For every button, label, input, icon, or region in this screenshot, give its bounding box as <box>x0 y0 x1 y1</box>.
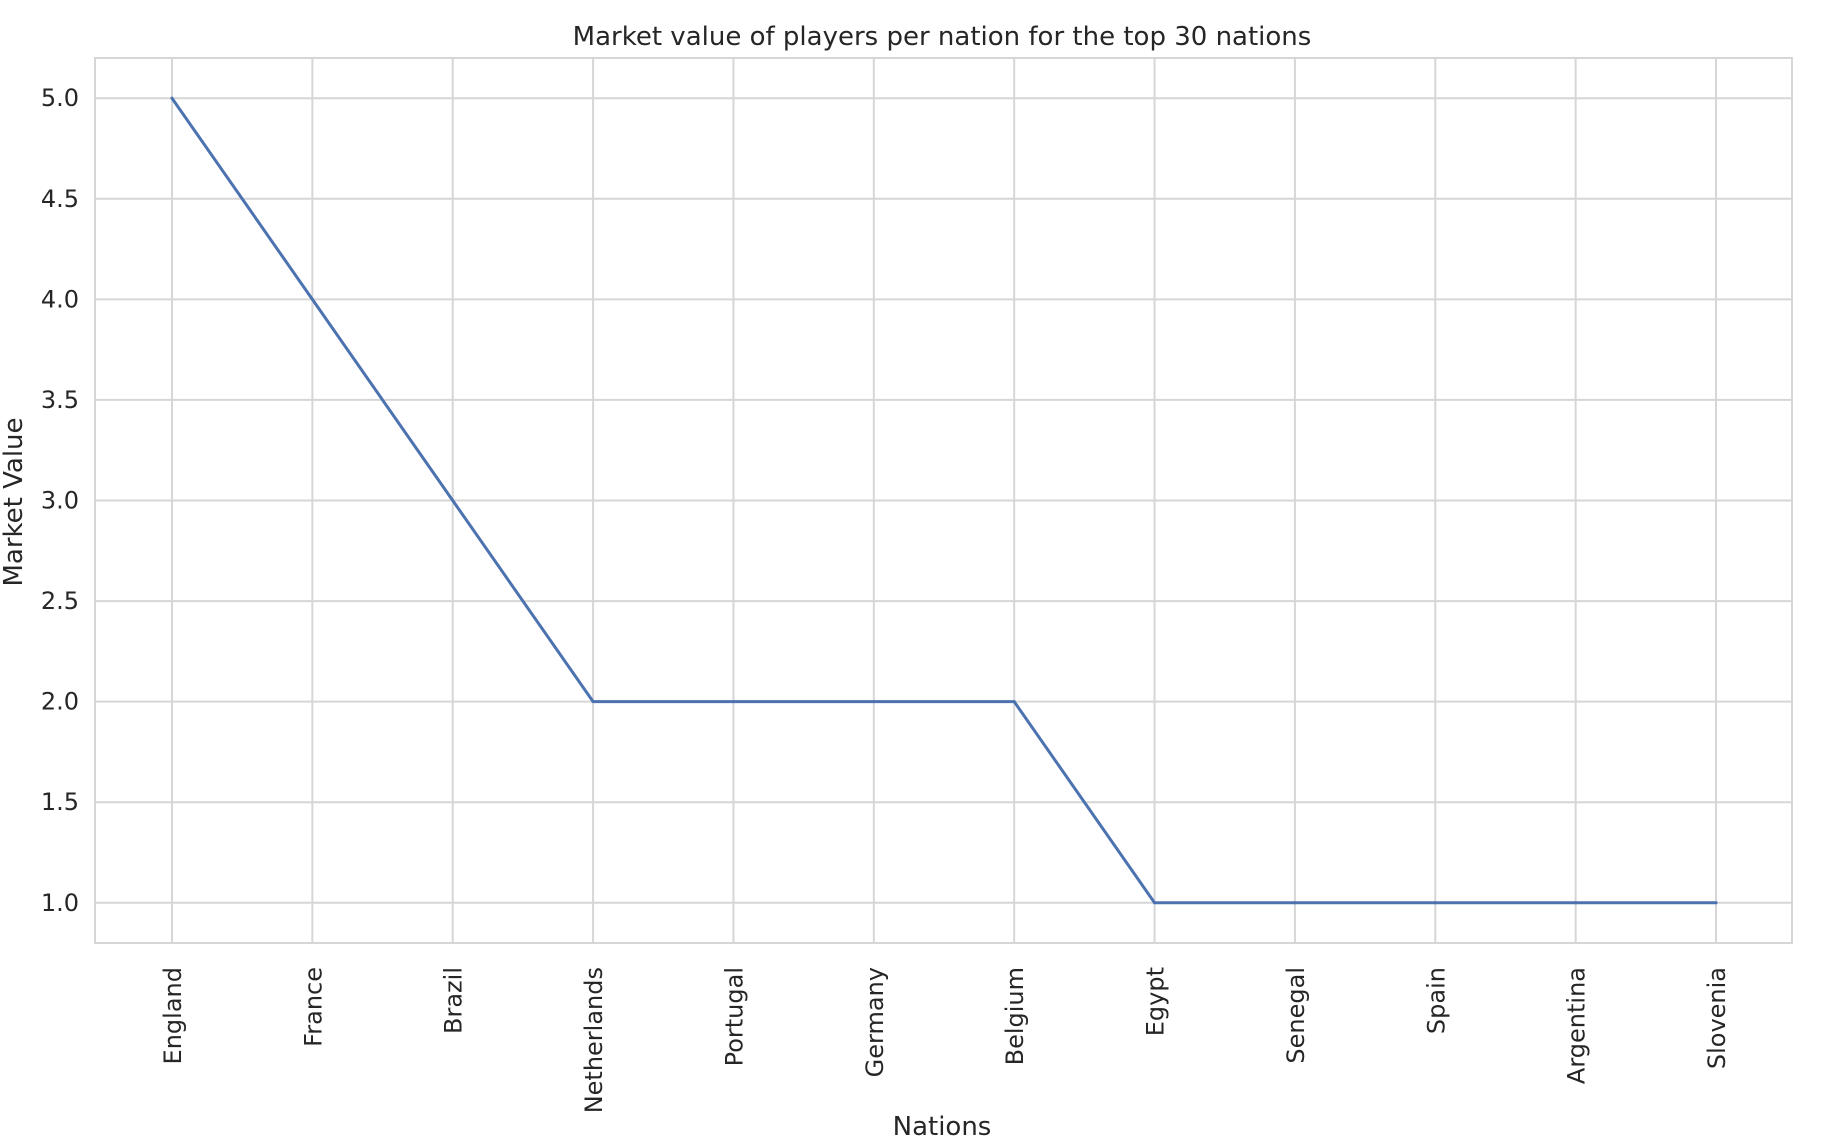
series-line <box>170 96 1718 905</box>
plot-frame <box>94 57 1793 944</box>
x-tick-label: France <box>299 967 327 1047</box>
x-tick-label: Egypt <box>1142 967 1170 1036</box>
data-point <box>1012 700 1016 704</box>
y-tick-label: 1.0 <box>41 889 79 917</box>
x-tick-label: England <box>159 967 187 1064</box>
y-tick-label: 4.0 <box>41 285 79 313</box>
x-tick-labels: England France Brazil Netherlands Portugal Ge… <box>159 967 1731 1113</box>
data-point <box>1433 901 1437 905</box>
data-point <box>170 96 174 100</box>
data-point <box>451 499 455 502</box>
x-tick-label: Slovenia <box>1703 967 1731 1069</box>
y-tick-labels: 1.0 1.5 2.0 2.5 3.0 3.5 4.0 4.5 5.0 <box>41 84 79 917</box>
x-tick-label: Senegal <box>1282 967 1310 1064</box>
y-tick-label: 5.0 <box>41 84 79 112</box>
data-point <box>1714 901 1718 905</box>
x-tick-label: Netherlands <box>580 967 608 1113</box>
chart-title: Market value of players per nation for t… <box>573 22 1312 52</box>
y-axis-label: Market Value <box>0 417 29 586</box>
data-point <box>731 700 735 704</box>
x-tick-label: Germany <box>861 967 889 1077</box>
x-tick-label: Argentina <box>1563 967 1591 1084</box>
x-tick-label: Spain <box>1422 967 1450 1034</box>
data-point <box>872 700 876 704</box>
x-tick-label: Belgium <box>1001 967 1029 1065</box>
x-tick-label: Portugal <box>720 967 748 1066</box>
y-tick-label: 1.5 <box>41 788 79 816</box>
data-point <box>1293 901 1297 905</box>
data-point <box>1153 901 1157 905</box>
y-tick-label: 4.5 <box>41 185 79 213</box>
x-tick-label: Brazil <box>440 967 468 1034</box>
grid-lines <box>95 58 1792 943</box>
x-axis-label: Nations <box>893 1112 992 1142</box>
data-point <box>591 700 595 704</box>
y-tick-label: 3.0 <box>41 487 79 515</box>
data-point <box>310 297 314 301</box>
series-layer <box>170 96 1718 905</box>
y-tick-label: 2.5 <box>41 587 79 615</box>
data-point <box>1574 901 1578 905</box>
y-tick-label: 2.0 <box>41 688 79 716</box>
y-tick-label: 3.5 <box>41 386 79 414</box>
